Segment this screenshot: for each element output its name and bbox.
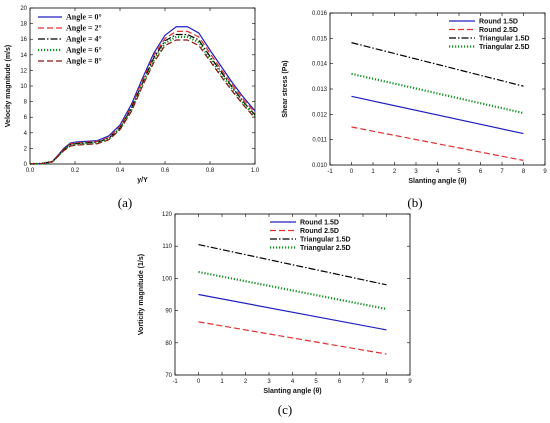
x-tick-label: 7 xyxy=(361,379,365,385)
panel-label: (a) xyxy=(118,195,132,210)
series-line-a-0 xyxy=(29,26,256,165)
series-line-c-3 xyxy=(198,270,387,311)
y-tick-label: 18 xyxy=(20,22,27,28)
x-tick-label: 0.8 xyxy=(206,168,215,174)
legend-label: Angle = 8° xyxy=(66,57,102,66)
y-tick-label: 14 xyxy=(20,53,27,59)
y-tick-label: 0.016 xyxy=(312,11,328,17)
y-tick-label: 0.012 xyxy=(312,112,328,118)
x-tick-label: 4 xyxy=(436,169,440,175)
y-tick-label: 20 xyxy=(20,6,27,12)
y-tick-label: 0.015 xyxy=(312,36,328,42)
x-tick-label: 0 xyxy=(197,379,201,385)
x-tick-label: 1 xyxy=(220,379,224,385)
x-axis-label: Slanting angle (θ) xyxy=(408,178,466,185)
y-tick-label: 100 xyxy=(162,276,173,282)
legend-label: Angle = 6° xyxy=(66,46,102,55)
x-tick-label: 1 xyxy=(371,169,375,175)
y-tick-label: 4 xyxy=(24,131,28,137)
legend-label: Triangular 1.5D xyxy=(479,36,530,43)
legend-label: Round 1.5D xyxy=(479,19,518,26)
legend-label: Angle = 4° xyxy=(66,35,102,44)
chart-panel-a: 0.0 0.2 0.4 0.6 0.8 1.0 0 2 4 6 8 10 12 14 16 18 20 y/Y Ve… xyxy=(5,6,260,210)
y-tick-label: 16 xyxy=(20,37,27,43)
plot-frame xyxy=(29,7,256,165)
legend-label: Triangular 1.5D xyxy=(300,237,351,244)
y-tick-label: 0 xyxy=(24,162,28,168)
series-line-b-2 xyxy=(351,42,524,87)
x-tick-label: 9 xyxy=(408,379,412,385)
x-tick-label: 0.4 xyxy=(116,168,125,174)
x-tick-label: 5 xyxy=(457,169,461,175)
x-tick-label: 0.6 xyxy=(161,168,170,174)
series-line-b-1 xyxy=(351,126,524,162)
legend-label: Round 2.5D xyxy=(479,27,518,34)
panel-label: (c) xyxy=(278,402,292,417)
x-tick-label: -1 xyxy=(172,379,178,385)
y-tick-label: 0.014 xyxy=(312,62,328,68)
chart-panel-b: -1 0 1 2 3 4 5 6 7 8 9 0.010 0.011 0.012 0.013 0.014 0.0… xyxy=(282,11,547,210)
y-tick-label: 12 xyxy=(20,68,27,74)
y-tick-label: 8 xyxy=(24,100,28,106)
series-line-c-1 xyxy=(198,321,387,355)
legend-label: Angle = 2° xyxy=(66,24,102,33)
x-tick-label: 2 xyxy=(393,169,397,175)
series-line-b-3 xyxy=(351,72,524,115)
y-axis-label: Vorticity magnitude (1/s) xyxy=(138,254,145,335)
series-line-c-0 xyxy=(198,293,387,331)
x-tick-label: 7 xyxy=(500,169,504,175)
x-tick-label: 8 xyxy=(385,379,389,385)
x-tick-label: 5 xyxy=(314,379,318,385)
legend-label: Triangular 2.5D xyxy=(479,44,530,51)
y-tick-label: 0.010 xyxy=(312,163,328,169)
x-tick-label: 9 xyxy=(543,169,547,175)
y-tick-label: 2 xyxy=(24,146,28,152)
series-line-b-0 xyxy=(351,95,524,135)
panel-label: (b) xyxy=(407,195,422,210)
series-line-a-2 xyxy=(29,33,256,165)
chart-panel-c: -1 0 1 2 3 4 5 6 7 8 9 70 80 90 100 110 120 Slanting angl… xyxy=(138,212,412,417)
legend-label: Triangular 2.5D xyxy=(300,245,351,252)
y-tick-label: 70 xyxy=(165,373,172,379)
y-axis-label: Velocity magnitude (m/s) xyxy=(5,45,12,127)
x-tick-label: 6 xyxy=(338,379,342,385)
series-line-a-3 xyxy=(29,35,256,166)
x-tick-label: 3 xyxy=(267,379,271,385)
x-axis-label: Slanting angle (θ) xyxy=(263,388,321,395)
series-line-a-1 xyxy=(29,30,256,165)
y-tick-label: 110 xyxy=(162,244,172,250)
y-tick-label: 10 xyxy=(20,84,27,90)
y-tick-label: 80 xyxy=(165,341,172,347)
x-tick-label: 0.2 xyxy=(71,168,80,174)
plot-frame xyxy=(174,213,411,376)
x-tick-label: 8 xyxy=(522,169,526,175)
y-axis-label: Shear stress (Pa) xyxy=(282,60,289,117)
y-tick-label: 0.011 xyxy=(312,138,327,144)
x-tick-label: 0.0 xyxy=(26,168,35,174)
x-tick-label: 6 xyxy=(479,169,483,175)
series-line-c-2 xyxy=(198,244,387,286)
y-tick-label: 120 xyxy=(162,212,173,218)
x-tick-label: 3 xyxy=(414,169,418,175)
x-tick-label: -1 xyxy=(327,169,333,175)
x-axis-label: y/Y xyxy=(137,177,148,184)
series-line-a-4 xyxy=(29,39,256,165)
y-tick-label: 0.013 xyxy=(312,87,328,93)
x-tick-label: 4 xyxy=(291,379,295,385)
legend-label: Round 1.5D xyxy=(300,220,339,227)
legend-a: Angle = 0° Angle = 2° Angle = 4° Angle = 6°… xyxy=(38,13,102,66)
x-tick-label: 0 xyxy=(350,169,354,175)
x-tick-label: 2 xyxy=(244,379,248,385)
x-tick-label: 1.0 xyxy=(251,168,260,174)
y-tick-label: 90 xyxy=(165,309,172,315)
y-tick-label: 6 xyxy=(24,115,28,121)
legend-label: Angle = 0° xyxy=(66,13,102,22)
legend-label: Round 2.5D xyxy=(300,228,339,235)
